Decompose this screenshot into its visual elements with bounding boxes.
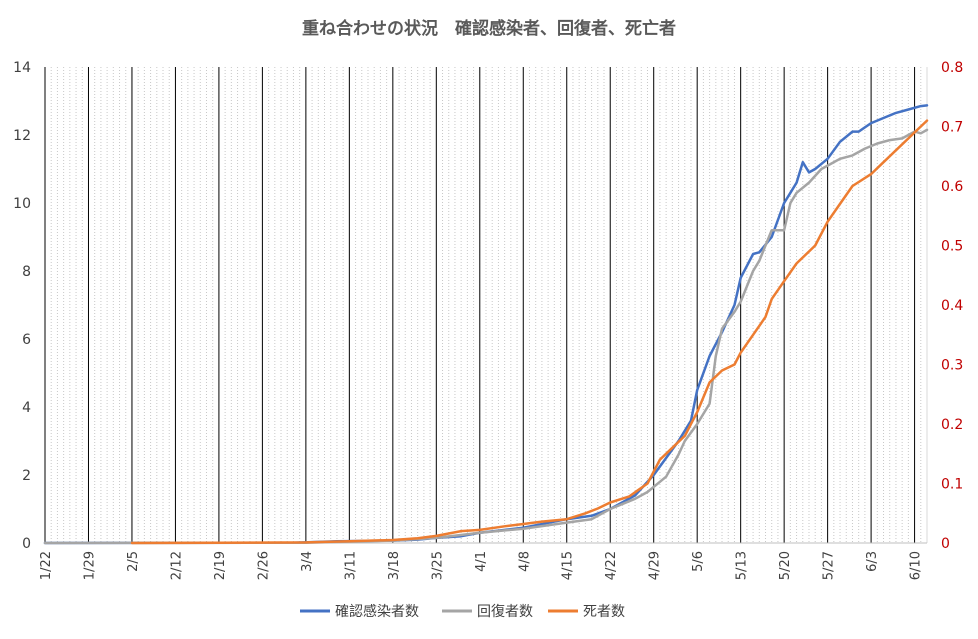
y-left-tick-label: 0 — [22, 536, 31, 552]
y-left-tick-label: 6 — [22, 332, 31, 348]
x-tick-label: 2/19 — [213, 551, 228, 580]
x-tick-label: 2/26 — [256, 551, 271, 580]
x-tick-label: 4/1 — [474, 551, 489, 572]
y-right-tick-label: 0.2 — [941, 417, 963, 433]
x-tick-label: 2/5 — [126, 551, 141, 572]
chart-legend: 確認感染者数 回復者数 死者数 — [300, 603, 625, 620]
x-tick-label: 4/22 — [604, 551, 619, 580]
x-tick-label: 5/6 — [691, 551, 706, 572]
x-tick-label: 1/22 — [39, 551, 54, 580]
legend-label: 確認感染者数 — [335, 603, 419, 620]
x-tick-label: 6/10 — [909, 551, 924, 580]
x-tick-label: 5/27 — [822, 551, 837, 580]
x-tick-label: 4/29 — [648, 551, 663, 580]
chart-title: 重ね合わせの状況 確認感染者、回復者、死亡者 — [302, 18, 676, 39]
x-tick-label: 3/25 — [430, 551, 445, 580]
y-right-tick-label: 0.8 — [941, 60, 963, 76]
y-left-tick-label: 8 — [22, 264, 31, 280]
y-right-tick-label: 0.3 — [941, 358, 963, 374]
y-right-tick-label: 0 — [941, 536, 950, 552]
x-tick-label: 4/8 — [517, 551, 532, 572]
y-right-tick-label: 0.6 — [941, 179, 963, 195]
y-left-tick-label: 2 — [22, 468, 31, 484]
x-tick-label: 3/4 — [300, 551, 315, 572]
x-tick-label: 5/13 — [735, 551, 750, 580]
x-tick-label: 6/3 — [865, 551, 880, 572]
x-tick-label: 3/11 — [343, 551, 358, 580]
y-left-tick-label: 14 — [13, 60, 31, 76]
y-left-tick-label: 12 — [13, 128, 31, 144]
y-right-tick-label: 0.4 — [941, 298, 963, 314]
legend-label: 死者数 — [583, 604, 625, 620]
x-tick-label: 4/15 — [561, 551, 576, 580]
y-right-tick-label: 0.7 — [941, 120, 963, 136]
series-line-2 — [43, 128, 929, 545]
y-left-tick-label: 10 — [13, 196, 31, 212]
y-left-tick-label: 4 — [22, 400, 31, 416]
y-right-tick-label: 0.5 — [941, 239, 963, 255]
y-right-tick-label: 0.1 — [941, 477, 963, 493]
x-tick-label: 3/18 — [387, 551, 402, 580]
series-line-3 — [130, 119, 929, 545]
legend-label: 回復者数 — [477, 603, 533, 620]
x-tick-label: 2/12 — [169, 551, 184, 580]
series-line-1 — [43, 104, 929, 545]
x-tick-label: 5/20 — [778, 551, 793, 580]
x-tick-label: 1/29 — [82, 551, 97, 580]
